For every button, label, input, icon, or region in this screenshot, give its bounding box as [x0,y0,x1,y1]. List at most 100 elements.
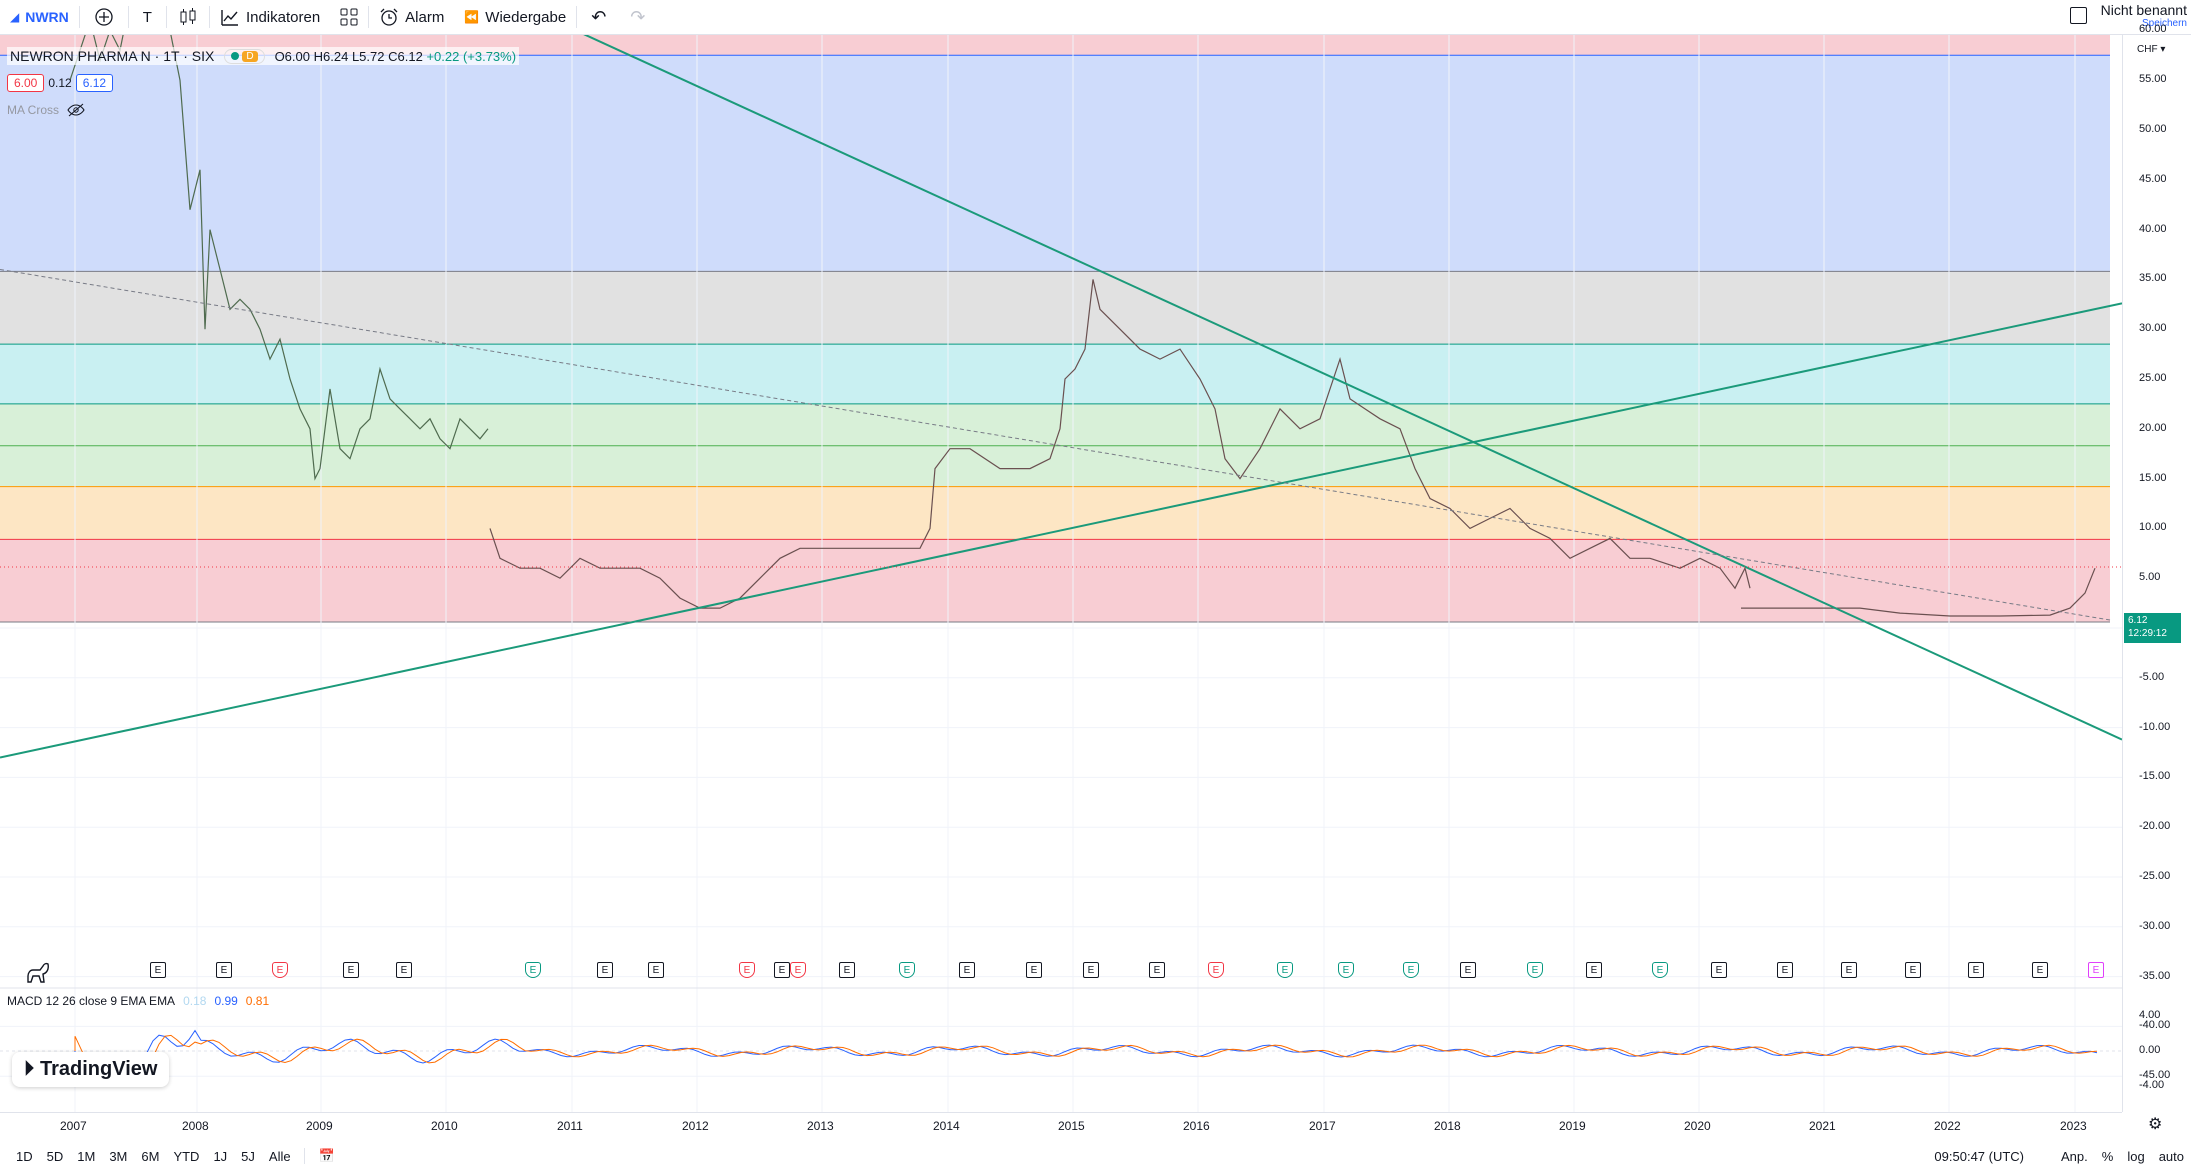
compare-button[interactable] [80,0,128,34]
time-tick: 2023 [2060,1119,2087,1133]
earnings-marker[interactable]: E [1841,962,1857,978]
price-tick: -30.00 [2139,919,2171,932]
settings-icon[interactable]: ⚙ [2148,1116,2163,1133]
price-tick: 20.00 [2139,421,2167,434]
redo-button[interactable]: ↷ [620,0,655,34]
sell-price[interactable]: 6.00 [7,74,45,92]
earnings-marker[interactable]: E [1338,962,1354,978]
layout-name-area[interactable]: Nicht benannt Speichern [2069,2,2187,29]
buy-price[interactable]: 6.12 [75,74,114,92]
calendar-icon[interactable]: 📅 [318,1148,335,1163]
eye-hidden-icon[interactable] [67,103,85,117]
alarm-label: Alarm [405,8,445,26]
earnings-marker[interactable]: E [1403,962,1419,978]
bid-ask: 6.00 0.12 6.12 [7,74,114,92]
alarm-button[interactable]: Alarm [369,0,454,34]
earnings-marker[interactable]: E [1460,962,1476,978]
range-button-6m[interactable]: 6M [141,1148,160,1164]
earnings-marker[interactable]: E [1711,962,1727,978]
range-button-5j[interactable]: 5J [241,1148,255,1164]
macd-legend[interactable]: MACD 12 26 close 9 EMA EMA 0.18 0.99 0.8… [7,994,269,1008]
interval-button[interactable]: T [129,0,166,34]
earnings-marker[interactable]: E [343,962,359,978]
high-value: H6.24 [313,48,349,64]
earnings-marker[interactable]: E [1026,962,1042,978]
macd-tick: 0.00 [2139,1044,2161,1056]
macd-line-value: 0.99 [214,994,238,1008]
zone-orange [0,486,2110,540]
earnings-marker[interactable]: E [2032,962,2048,978]
time-axis[interactable]: 2007 2008 2009 2010 2011 2012 2013 2014 2015 2016… [0,1112,2122,1137]
currency-label[interactable]: CHF ▾ [2137,44,2165,55]
percent-button[interactable]: % [2101,1148,2114,1164]
main-chart[interactable] [0,35,2122,1112]
price-tick: -25.00 [2139,870,2171,882]
earnings-marker[interactable]: E [1083,962,1099,978]
range-button-alle[interactable]: Alle [268,1148,291,1164]
earnings-marker[interactable]: E [396,962,412,978]
divider [303,1148,305,1164]
range-button-1d[interactable]: 1D [16,1148,33,1164]
utc-clock[interactable]: 09:50:47 (UTC) [1934,1148,2025,1164]
rewind-icon: ⏪ [464,10,480,24]
earnings-marker[interactable]: E [272,962,288,978]
range-button-1j[interactable]: 1J [213,1148,228,1164]
tradingview-logo[interactable]: ⏵ TradingView [12,1052,170,1087]
zone-gray [0,271,2110,345]
earnings-marker[interactable]: E [648,962,664,978]
earnings-marker[interactable]: E [1905,962,1921,978]
log-button[interactable]: log [2127,1148,2145,1164]
earnings-marker[interactable]: E [739,962,755,978]
macd-tick: 4.00 [2139,1009,2161,1021]
time-tick: 2020 [1684,1119,1711,1133]
earnings-marker[interactable]: E [790,962,806,978]
earnings-marker[interactable]: E [1777,962,1793,978]
indicators-label: Indikatoren [245,8,321,26]
earnings-marker[interactable]: E [1277,962,1293,978]
range-button-ytd[interactable]: YTD [173,1148,200,1164]
indicators-button[interactable]: Indikatoren [210,0,330,34]
checkbox-icon[interactable] [2069,7,2087,24]
dinosaur-icon[interactable] [24,958,52,992]
undo-icon: ↶ [591,6,607,27]
earnings-marker[interactable]: E [1527,962,1543,978]
bottom-toolbar: 1D 5D 1M 3M 6M YTD 1J 5J Alle 📅 09:50:47 (UTC) A… [0,1146,2191,1166]
earnings-marker[interactable]: E [1208,962,1224,978]
range-button-3m[interactable]: 3M [109,1148,128,1164]
legend-title: NEWRON PHARMA N · 1T · SIX [10,48,215,64]
price-tick: 45.00 [2139,172,2167,185]
chart-type-button[interactable] [167,0,209,34]
earnings-marker[interactable]: E [1149,962,1165,978]
divider [208,6,210,28]
price-scale[interactable]: CHF ▾ 85.0080.0075.0070.0065.0060.0055.0… [2122,23,2191,1112]
earnings-marker[interactable]: E [1968,962,1984,978]
range-button-5d[interactable]: 5D [46,1148,64,1164]
ma-cross-legend[interactable]: MA Cross [7,103,85,117]
earnings-marker[interactable]: E [2088,962,2104,978]
adjust-button[interactable]: Anp. [2061,1148,2088,1164]
range-button-1m[interactable]: 1M [77,1148,96,1164]
earnings-marker[interactable]: E [839,962,855,978]
replay-button[interactable]: ⏪ Wiedergabe [454,0,576,34]
save-link[interactable]: Speichern [2141,18,2187,29]
tv-logo-text: TradingView [40,1058,158,1080]
undo-button[interactable]: ↶ [577,0,620,34]
earnings-marker[interactable]: E [774,962,790,978]
earnings-marker[interactable]: E [150,962,166,978]
symbol-search[interactable]: ◢ NWRN [0,0,79,34]
ohlc-values: O6.00 H6.24 L5.72 C6.12 +0.22 (+3.73%) [275,49,517,64]
divider [368,6,370,28]
earnings-marker[interactable]: E [525,962,541,978]
auto-button[interactable]: auto [2158,1148,2184,1164]
layouts-button[interactable] [330,0,368,34]
symbol-legend[interactable]: NEWRON PHARMA N · 1T · SIX D O6.00 H6.24… [7,47,520,65]
earnings-marker[interactable]: E [1586,962,1602,978]
earnings-marker[interactable]: E [597,962,613,978]
macd-signal-value: 0.81 [245,994,270,1008]
earnings-marker[interactable]: E [1652,962,1668,978]
macd-hist-value: 0.18 [183,994,207,1008]
earnings-marker[interactable]: E [899,962,915,978]
earnings-marker[interactable]: E [959,962,975,978]
earnings-marker[interactable]: E [216,962,232,978]
market-status-pill[interactable]: D [224,48,265,64]
